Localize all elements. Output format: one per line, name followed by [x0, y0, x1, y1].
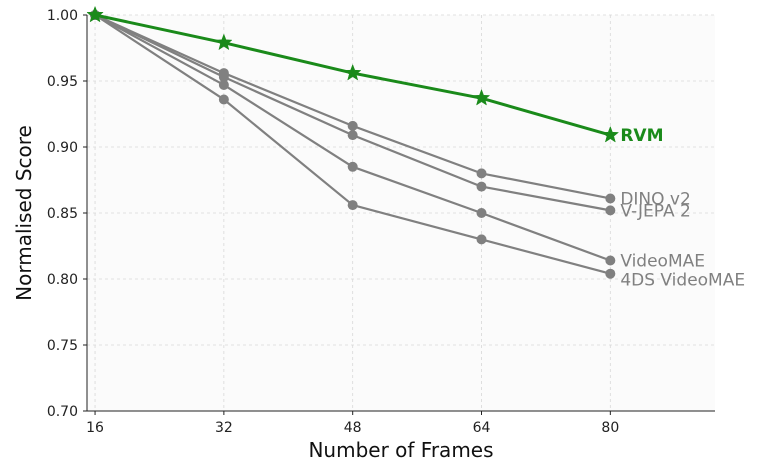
x-axis-title: Number of Frames — [308, 438, 493, 462]
series-label-4ds-videomae: 4DS VideoMAE — [620, 271, 745, 291]
x-tick-label: 16 — [86, 420, 104, 436]
y-tick-label: 0.75 — [47, 338, 78, 354]
data-point-star — [601, 125, 620, 143]
data-point — [218, 72, 229, 83]
series-label-v-jepa-2: V-JEPA 2 — [620, 201, 690, 221]
data-point-star — [472, 88, 491, 106]
y-tick-label: 0.80 — [47, 272, 78, 288]
axis-layer: 0.70 0.75 0.80 0.85 0.90 0.95 1.00 16 32 48 64 80 — [47, 8, 715, 436]
y-axis-title: Normalised Score — [12, 125, 36, 301]
data-point — [476, 181, 487, 192]
y-tick-label: 1.00 — [47, 8, 78, 24]
data-point — [218, 79, 229, 90]
x-tick-label: 48 — [344, 420, 362, 436]
data-point — [347, 120, 358, 131]
data-point-star — [343, 63, 362, 81]
series-rvm — [86, 5, 620, 143]
x-tick-label: 32 — [215, 420, 233, 436]
y-tick-label: 0.90 — [47, 140, 78, 156]
data-point — [605, 193, 616, 204]
series-layer — [86, 5, 620, 279]
data-point-star — [215, 33, 233, 51]
series-label-dino-v2: DINO v2 — [620, 189, 690, 209]
data-point — [605, 268, 616, 279]
series-label-rvm: RVM — [620, 126, 663, 146]
data-point — [347, 161, 358, 172]
y-tick-label: 0.85 — [47, 206, 78, 222]
data-point — [347, 130, 358, 141]
data-point — [218, 94, 229, 105]
data-point — [476, 208, 487, 218]
data-point — [476, 168, 487, 179]
y-tick-label: 0.70 — [47, 404, 78, 420]
data-point-star — [86, 5, 104, 23]
x-tick-label: 64 — [473, 420, 491, 436]
series-label-videomae: VideoMAE — [620, 252, 705, 272]
y-tick-label: 0.95 — [47, 74, 78, 90]
data-point — [605, 205, 616, 216]
data-point — [476, 234, 487, 245]
data-point — [605, 255, 616, 266]
x-tick-label: 80 — [601, 420, 619, 436]
data-point — [347, 200, 358, 211]
